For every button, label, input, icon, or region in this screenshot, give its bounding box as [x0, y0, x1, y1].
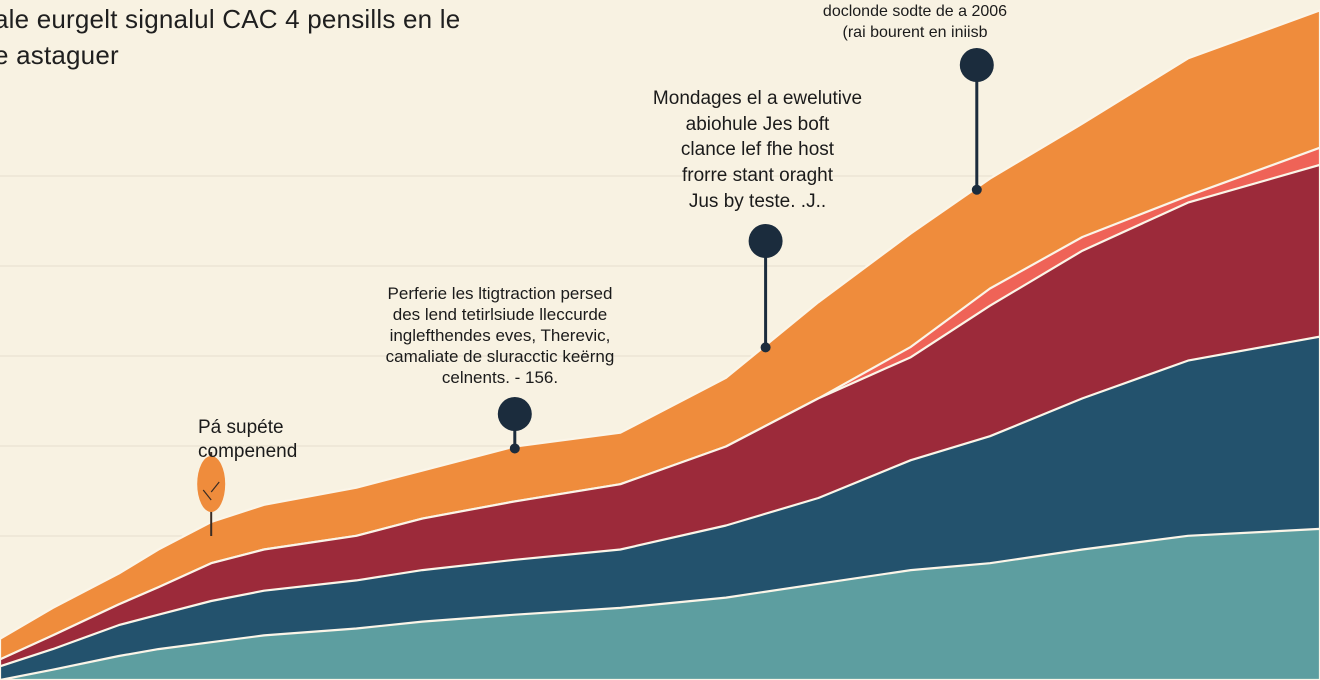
annotation-pins [197, 48, 994, 537]
annotation-a3-line: Jus by teste. .J.. [688, 190, 827, 212]
chart-title-line-1: ale eurgelt signalul CAC 4 pensills en l… [0, 4, 461, 34]
pin-base [509, 443, 520, 454]
annotation-a2-line: celnents. - 156. [441, 368, 559, 388]
tree-branch [210, 481, 220, 493]
annotation-a1: Pá supéte compenend [198, 416, 297, 464]
annotation-a4: doclonde sodte de a 2006 (rai bourent en… [790, 2, 1040, 44]
annotation-a3-line: abiohule Jes boft [685, 113, 830, 135]
annotation-a1-line: Pá supéte [198, 417, 284, 438]
pin-base [971, 184, 982, 195]
annotation-a2-line: des lend tetirlsiude lleccurde [392, 305, 608, 325]
annotation-a2: Perferie les ltigtraction persed des len… [355, 283, 645, 388]
area-teal [0, 527, 1320, 680]
annotation-a1-line: compenend [198, 440, 298, 462]
annotation-a3-line: frorre stant oraght [681, 164, 834, 186]
tree-icon [197, 452, 226, 537]
pin-head-icon [959, 48, 994, 82]
annotation-a3-line: Mondages el a ewelutive [652, 88, 863, 109]
annotation-a4-line: doclonde sodte de a 2006 [822, 3, 1008, 20]
chart-areas [0, 9, 1320, 680]
tree-branch [202, 489, 212, 501]
annotation-a3: Mondages el a ewelutive abiohule Jes bof… [635, 86, 880, 214]
chart-title-line-2: e astaguer [0, 40, 119, 70]
tree-crown [197, 456, 226, 513]
pin-base [760, 342, 771, 353]
annotation-a3-line: clance lef fhe host [680, 139, 835, 161]
annotation-a2-line: Perferie les ltigtraction persed [387, 284, 613, 303]
pin-head-icon [748, 224, 783, 258]
annotation-a2-line: inglefthendes eves, Therevic, [389, 326, 611, 346]
annotation-a4-line: (rai bourent en iniisb [842, 23, 988, 41]
pin-head-icon [497, 397, 532, 431]
annotation-a2-line: camaliate de sluracctic keërng [385, 347, 615, 367]
